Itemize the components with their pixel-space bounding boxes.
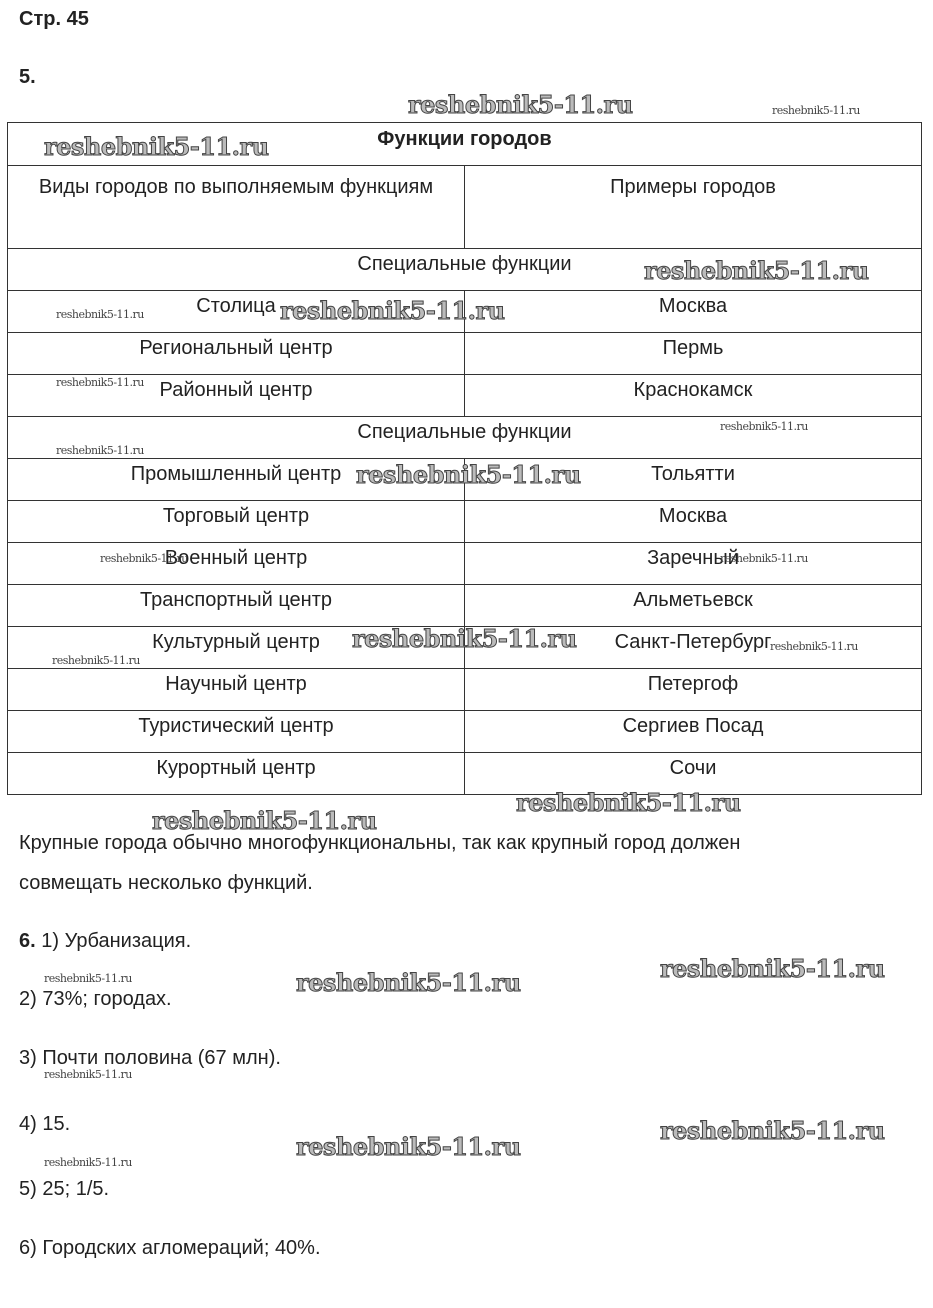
watermark: reshebnik5-11.ru — [770, 640, 858, 653]
watermark: reshebnik5-11.ru — [660, 1116, 886, 1146]
city-example: Петергоф — [464, 668, 922, 711]
task6-answer-4: 4) 15. — [19, 1113, 71, 1135]
city-example: Сочи — [464, 752, 922, 795]
city-example: Сергиев Посад — [464, 710, 922, 753]
city-type: Научный центр — [7, 668, 465, 711]
watermark: reshebnik5-11.ru — [56, 444, 144, 457]
watermark: reshebnik5-11.ru — [52, 654, 140, 667]
watermark: reshebnik5-11.ru — [44, 1068, 132, 1081]
table-header-row: Виды городов по выполняемым функциям При… — [7, 165, 922, 249]
conclusion-line-1: Крупные города обычно многофункциональны… — [19, 832, 741, 854]
watermark: reshebnik5-11.ru — [44, 132, 270, 162]
watermark: reshebnik5-11.ru — [44, 972, 132, 985]
city-example: Альметьевск — [464, 584, 922, 627]
table-row: Туристический центр Сергиев Посад — [7, 710, 922, 753]
city-type: Промышленный центр — [7, 458, 465, 501]
table-row: Военный центр Заречный — [7, 542, 922, 585]
col-header-types: Виды городов по выполняемым функциям — [7, 165, 465, 249]
watermark: reshebnik5-11.ru — [720, 420, 808, 433]
city-example: Краснокамск — [464, 374, 922, 417]
task6-answer-5: 5) 25; 1/5. — [19, 1178, 110, 1200]
watermark: reshebnik5-11.ru — [356, 460, 582, 490]
city-type: Региональный центр — [7, 332, 465, 375]
table-row: Районный центр Краснокамск — [7, 374, 922, 417]
table-row: Торговый центр Москва — [7, 500, 922, 543]
city-functions-table: Функции городов Виды городов по выполняе… — [7, 122, 922, 795]
section-row: Специальные функции — [7, 416, 922, 459]
table-row: Культурный центр Санкт-Петербург — [7, 626, 922, 669]
city-type: Туристический центр — [7, 710, 465, 753]
watermark: reshebnik5-11.ru — [296, 968, 522, 998]
city-type: Культурный центр — [7, 626, 465, 669]
answer-text: 1) Урбанизация. — [41, 930, 192, 952]
table-row: Региональный центр Пермь — [7, 332, 922, 375]
city-example: Пермь — [464, 332, 922, 375]
city-example: Заречный — [464, 542, 922, 585]
watermark: reshebnik5-11.ru — [296, 1132, 522, 1162]
watermark: reshebnik5-11.ru — [772, 104, 860, 117]
table-row: Научный центр Петергоф — [7, 668, 922, 711]
table-title: Функции городов — [7, 122, 922, 166]
watermark: reshebnik5-11.ru — [660, 954, 886, 984]
table-row: Транспортный центр Альметьевск — [7, 584, 922, 627]
watermark: reshebnik5-11.ru — [100, 552, 188, 565]
task6-answer-2: 2) 73%; городах. — [19, 988, 172, 1010]
section-label: Специальные функции — [7, 248, 922, 291]
watermark: reshebnik5-11.ru — [56, 308, 144, 321]
task6-answer-6: 6) Городских агломераций; 40%. — [19, 1237, 321, 1259]
watermark: reshebnik5-11.ru — [152, 806, 378, 836]
conclusion-line-2: совмещать несколько функций. — [19, 872, 313, 894]
watermark: reshebnik5-11.ru — [352, 624, 578, 654]
col-header-examples: Примеры городов — [464, 165, 922, 249]
task6-number: 6. — [19, 930, 36, 952]
city-example: Москва — [464, 290, 922, 333]
task6-answer-1: 6. 1) Урбанизация. — [19, 930, 191, 953]
table-row: Курортный центр Сочи — [7, 752, 922, 795]
task6-answer-3: 3) Почти половина (67 млн). — [19, 1047, 281, 1069]
city-type: Курортный центр — [7, 752, 465, 795]
section-label: Специальные функции — [7, 416, 922, 459]
city-type: Торговый центр — [7, 500, 465, 543]
city-example: Санкт-Петербург — [464, 626, 922, 669]
table-row: Промышленный центр Тольятти — [7, 458, 922, 501]
city-type: Районный центр — [7, 374, 465, 417]
task5-number: 5. — [19, 66, 36, 88]
page-label: Стр. 45 — [19, 8, 89, 30]
watermark: reshebnik5-11.ru — [44, 1156, 132, 1169]
watermark: reshebnik5-11.ru — [516, 788, 742, 818]
watermark: reshebnik5-11.ru — [644, 256, 870, 286]
city-example: Тольятти — [464, 458, 922, 501]
watermark: reshebnik5-11.ru — [720, 552, 808, 565]
watermark: reshebnik5-11.ru — [408, 90, 634, 120]
city-example: Москва — [464, 500, 922, 543]
table-row: Столица Москва — [7, 290, 922, 333]
city-type: Транспортный центр — [7, 584, 465, 627]
watermark: reshebnik5-11.ru — [56, 376, 144, 389]
section-row: Специальные функции — [7, 248, 922, 291]
city-type: Военный центр — [7, 542, 465, 585]
table-title-row: Функции городов — [7, 122, 922, 166]
watermark: reshebnik5-11.ru — [280, 296, 506, 326]
